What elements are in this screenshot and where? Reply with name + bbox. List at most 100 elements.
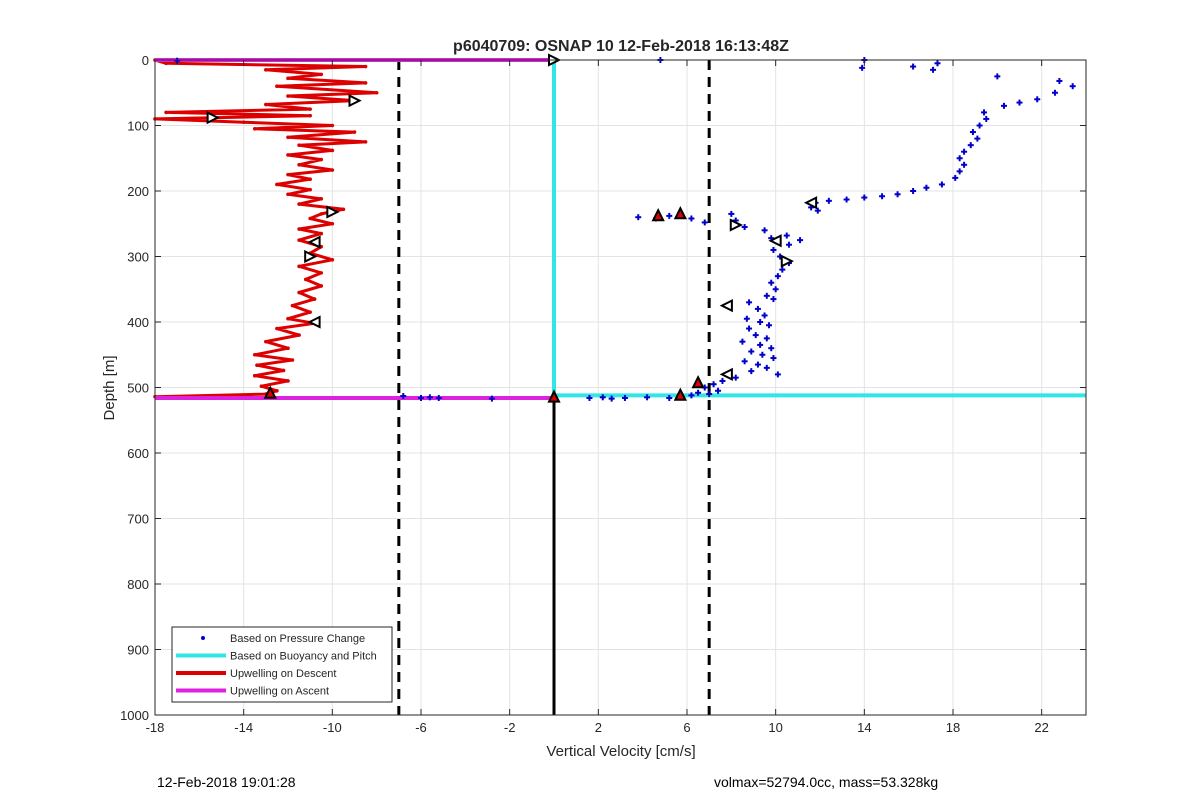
- descent-point: [286, 379, 290, 383]
- pressure-point: [825, 197, 832, 204]
- pressure-point: [938, 181, 945, 188]
- pressure-point: [666, 212, 673, 219]
- legend-label: Based on Buoyancy and Pitch: [230, 651, 377, 663]
- pressure-point: [910, 63, 917, 70]
- pressure-point: [748, 368, 755, 375]
- descent-point: [275, 388, 279, 393]
- pressure-point: [783, 232, 790, 239]
- descent-point: [290, 358, 295, 362]
- triangle-marker: [729, 218, 744, 232]
- pressure-point: [741, 358, 748, 365]
- pressure-point: [754, 361, 761, 368]
- y-tick-label: 400: [127, 315, 149, 330]
- y-tick-label: 900: [127, 643, 149, 658]
- plot-markers: [206, 53, 818, 403]
- y-tick-label: 600: [127, 446, 149, 461]
- pressure-point: [814, 207, 821, 214]
- triangle-marker: [673, 387, 687, 401]
- y-tick-label: 0: [142, 53, 149, 68]
- pressure-point: [701, 219, 708, 226]
- chart-title: p6040709: OSNAP 10 12-Feb-2018 16:13:48Z: [453, 38, 789, 55]
- axis-ticks: -18 -14 -10 -6 -2 2 6 10 14 18 22 0 100 200 300 400 500 6…: [120, 53, 1086, 735]
- triangle-marker: [719, 367, 733, 382]
- descent-point: [286, 316, 290, 321]
- pressure-point: [728, 210, 735, 217]
- pressure-point: [967, 142, 974, 149]
- x-tick-label: 14: [857, 720, 871, 735]
- pressure-point: [763, 292, 770, 299]
- triangle-marker: [768, 234, 782, 248]
- pressure-point: [974, 135, 981, 142]
- y-tick-label: 500: [127, 381, 149, 396]
- pressure-point: [715, 387, 722, 394]
- y-tick-label: 100: [127, 119, 149, 134]
- descent-point: [308, 177, 312, 182]
- descent-point: [319, 284, 324, 288]
- pressure-point: [1016, 99, 1023, 106]
- descent-line: [153, 58, 379, 399]
- pressure-point: [688, 392, 695, 399]
- triangle-marker: [780, 254, 794, 268]
- pressure-point: [1034, 96, 1041, 103]
- pressure-point: [879, 193, 886, 200]
- descent-point: [252, 373, 257, 378]
- descent-point: [319, 271, 324, 275]
- pressure-point: [934, 60, 941, 67]
- pressure-point: [981, 109, 988, 116]
- buoyancy-line: [552, 60, 1086, 398]
- pressure-point: [418, 394, 424, 401]
- pressure-point: [1051, 89, 1058, 96]
- descent-point: [308, 187, 312, 192]
- pressure-point: [748, 348, 755, 355]
- triangle-marker: [719, 299, 733, 313]
- pressure-point: [759, 351, 766, 358]
- triangle-marker: [307, 235, 321, 249]
- descent-point: [330, 123, 335, 128]
- descent-point: [264, 102, 268, 107]
- pressure-point: [586, 394, 593, 401]
- x-tick-label: -14: [234, 720, 253, 735]
- legend-label: Based on Pressure Change: [230, 633, 365, 645]
- pressure-point: [488, 395, 495, 402]
- descent-point: [319, 157, 324, 162]
- descent-point: [281, 368, 286, 373]
- pressure-point: [754, 305, 761, 312]
- pressure-point: [768, 279, 775, 286]
- legend-swatch-marker: [201, 636, 205, 640]
- descent-point: [297, 163, 301, 167]
- x-tick-label: -2: [504, 720, 516, 735]
- pressure-point: [746, 299, 753, 306]
- pressure-point: [956, 168, 963, 175]
- pressure-point: [843, 196, 850, 203]
- pressure-point: [666, 394, 673, 401]
- descent-point: [330, 168, 335, 172]
- y-tick-label: 1000: [120, 708, 149, 723]
- y-tick-label: 800: [127, 577, 149, 592]
- pressure-point: [635, 214, 642, 221]
- x-tick-label: 10: [768, 720, 782, 735]
- descent-point: [297, 238, 301, 242]
- y-axis-label: Depth [m]: [101, 355, 118, 420]
- descent-point: [308, 113, 312, 118]
- pressure-point: [772, 286, 779, 293]
- pressure-point: [983, 115, 990, 122]
- y-tick-label: 300: [127, 250, 149, 265]
- x-tick-label: -18: [146, 720, 165, 735]
- pressure-point: [994, 73, 1001, 80]
- pressure-point: [688, 215, 695, 222]
- pressure-point: [930, 66, 937, 73]
- pressure-point: [752, 332, 759, 339]
- pressure-point: [766, 322, 773, 329]
- descent-point: [255, 363, 259, 368]
- triangle-marker: [547, 389, 561, 403]
- legend-label: Upwelling on Descent: [230, 668, 336, 680]
- pressure-point: [746, 325, 753, 332]
- pressure-point: [757, 319, 764, 325]
- triangle-marker: [307, 315, 321, 329]
- descent-point: [259, 384, 264, 388]
- descent-point: [297, 202, 301, 206]
- pressure-point: [768, 345, 775, 352]
- descent-point: [286, 94, 290, 98]
- pressure-point: [426, 394, 433, 401]
- grid: [154, 59, 1086, 716]
